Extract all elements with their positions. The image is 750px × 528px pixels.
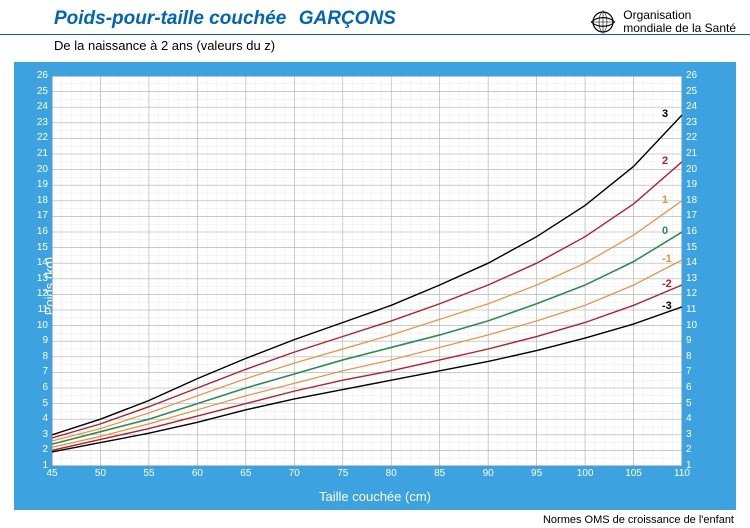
y-tick-right: 19 [686, 179, 712, 190]
chart-subtitle: De la naissance à 2 ans (valeurs du z) [54, 38, 275, 53]
y-tick-right: 15 [686, 242, 712, 253]
x-axis-label: Taille couchée (cm) [319, 489, 431, 504]
z-curve [52, 115, 682, 435]
y-tick-right: 12 [686, 288, 712, 299]
y-tick: 23 [22, 117, 48, 128]
y-tick: 10 [22, 320, 48, 331]
y-tick-right: 16 [686, 226, 712, 237]
y-tick: 15 [22, 242, 48, 253]
y-tick-right: 11 [686, 304, 712, 315]
y-tick-right: 5 [686, 398, 712, 409]
y-tick: 8 [22, 351, 48, 362]
y-tick-right: 13 [686, 273, 712, 284]
x-tick: 110 [674, 468, 690, 479]
y-tick-right: 20 [686, 164, 712, 175]
y-tick-right: 18 [686, 195, 712, 206]
x-tick: 55 [143, 468, 154, 479]
y-tick: 4 [22, 413, 48, 424]
y-tick-right: 10 [686, 320, 712, 331]
z-score-label: -2 [662, 278, 672, 290]
y-tick-right: 6 [686, 382, 712, 393]
z-score-label: 3 [662, 108, 668, 120]
y-tick: 14 [22, 257, 48, 268]
x-tick: 45 [46, 468, 57, 479]
y-tick-right: 21 [686, 148, 712, 159]
who-logo: Organisation mondiale de la Santé [589, 8, 736, 36]
x-tick: 85 [434, 468, 445, 479]
y-tick: 9 [22, 335, 48, 346]
y-tick-right: 17 [686, 210, 712, 221]
y-tick: 12 [22, 288, 48, 299]
x-tick: 90 [483, 468, 494, 479]
y-tick-right: 23 [686, 117, 712, 128]
z-score-label: -1 [662, 253, 672, 265]
y-tick-right: 26 [686, 70, 712, 81]
z-score-label: 0 [662, 225, 668, 237]
y-tick-right: 7 [686, 366, 712, 377]
chart-title-prefix: Poids-pour-taille couchée [54, 8, 286, 29]
y-tick-right: 4 [686, 413, 712, 424]
y-tick: 13 [22, 273, 48, 284]
y-tick-right: 2 [686, 444, 712, 455]
y-tick: 7 [22, 366, 48, 377]
x-tick: 65 [240, 468, 251, 479]
y-tick: 1 [22, 460, 48, 471]
y-tick: 26 [22, 70, 48, 81]
y-tick: 24 [22, 101, 48, 112]
chart-title-suffix: GARÇONS [299, 8, 396, 29]
y-tick: 19 [22, 179, 48, 190]
growth-chart [52, 76, 682, 466]
y-tick-right: 25 [686, 86, 712, 97]
z-score-label: -3 [662, 300, 672, 312]
y-tick: 6 [22, 382, 48, 393]
x-tick: 100 [577, 468, 594, 479]
x-tick: 105 [625, 468, 642, 479]
y-tick-right: 22 [686, 132, 712, 143]
who-emblem-icon [589, 8, 617, 36]
y-tick-right: 14 [686, 257, 712, 268]
x-tick: 60 [192, 468, 203, 479]
y-tick-right: 9 [686, 335, 712, 346]
y-tick: 16 [22, 226, 48, 237]
x-tick: 75 [337, 468, 348, 479]
y-tick: 17 [22, 210, 48, 221]
y-tick-right: 24 [686, 101, 712, 112]
y-tick: 21 [22, 148, 48, 159]
y-tick: 18 [22, 195, 48, 206]
chart-container: Poids (kg) Taille couchée (cm) 112233445… [14, 62, 736, 510]
x-tick: 50 [95, 468, 106, 479]
y-tick-right: 3 [686, 429, 712, 440]
y-tick: 5 [22, 398, 48, 409]
y-tick: 2 [22, 444, 48, 455]
y-tick: 3 [22, 429, 48, 440]
y-tick: 11 [22, 304, 48, 315]
footer-text: Normes OMS de croissance de l'enfant [543, 514, 734, 526]
x-tick: 70 [289, 468, 300, 479]
y-tick: 22 [22, 132, 48, 143]
x-tick: 80 [386, 468, 397, 479]
y-tick: 20 [22, 164, 48, 175]
who-text-line2: mondiale de la Santé [623, 22, 736, 35]
x-tick: 95 [531, 468, 542, 479]
z-score-label: 2 [662, 155, 668, 167]
z-score-label: 1 [662, 194, 668, 206]
y-tick-right: 8 [686, 351, 712, 362]
y-tick: 25 [22, 86, 48, 97]
